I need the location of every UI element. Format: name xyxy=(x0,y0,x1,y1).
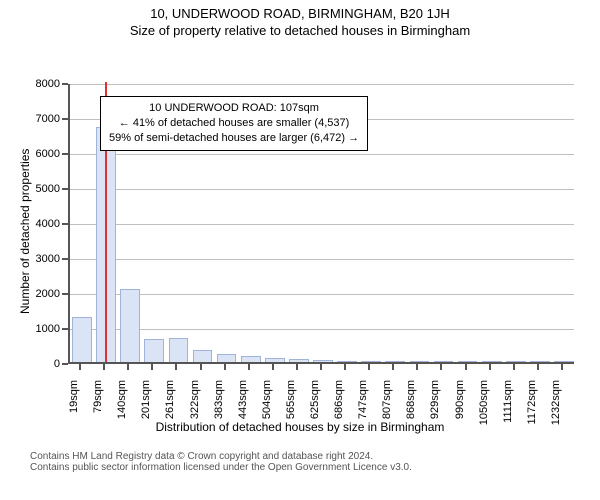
x-tick xyxy=(175,364,177,370)
x-tick-label: 1111sqm xyxy=(502,380,514,430)
footer-line-1: Contains HM Land Registry data © Crown c… xyxy=(0,443,600,462)
bar xyxy=(482,361,502,362)
y-tick xyxy=(62,153,68,155)
bar xyxy=(530,361,550,362)
x-tick-label: 686sqm xyxy=(333,380,345,430)
bar xyxy=(385,361,405,362)
page-title-address: 10, UNDERWOOD ROAD, BIRMINGHAM, B20 1JH xyxy=(0,0,600,21)
footer-line-2: Contains public sector information licen… xyxy=(0,462,600,473)
bar xyxy=(144,339,164,362)
info-line-1: 10 UNDERWOOD ROAD: 107sqm xyxy=(109,101,359,116)
x-tick xyxy=(465,364,467,370)
x-tick xyxy=(224,364,226,370)
gridline xyxy=(70,294,574,295)
x-tick-label: 625sqm xyxy=(309,380,321,430)
x-tick-label: 443sqm xyxy=(237,380,249,430)
gridline xyxy=(70,84,574,85)
y-tick-label: 3000 xyxy=(26,253,60,265)
x-tick xyxy=(513,364,515,370)
bar xyxy=(193,350,213,362)
bar xyxy=(169,338,189,362)
x-tick xyxy=(489,364,491,370)
y-tick-label: 4000 xyxy=(26,218,60,230)
x-tick xyxy=(151,364,153,370)
x-tick xyxy=(320,364,322,370)
info-line-2: ← 41% of detached houses are smaller (4,… xyxy=(109,116,359,131)
y-tick xyxy=(62,293,68,295)
x-tick-label: 1050sqm xyxy=(478,380,490,430)
y-tick xyxy=(62,118,68,120)
y-tick-label: 8000 xyxy=(26,78,60,90)
x-tick-label: 140sqm xyxy=(116,380,128,430)
x-tick-label: 79sqm xyxy=(92,380,104,430)
bar xyxy=(554,361,574,362)
x-tick-label: 19sqm xyxy=(68,380,80,430)
x-tick-label: 504sqm xyxy=(261,380,273,430)
page-subtitle: Size of property relative to detached ho… xyxy=(0,21,600,38)
bar xyxy=(265,358,285,362)
x-tick xyxy=(296,364,298,370)
x-tick-label: 929sqm xyxy=(429,380,441,430)
x-tick-label: 990sqm xyxy=(454,380,466,430)
y-tick-label: 5000 xyxy=(26,183,60,195)
gridline xyxy=(70,259,574,260)
bar xyxy=(410,361,430,362)
gridline xyxy=(70,189,574,190)
x-tick-label: 1232sqm xyxy=(550,380,562,430)
x-tick-label: 868sqm xyxy=(405,380,417,430)
bar xyxy=(337,361,357,362)
x-tick xyxy=(344,364,346,370)
x-tick xyxy=(392,364,394,370)
x-tick xyxy=(416,364,418,370)
x-tick-label: 201sqm xyxy=(140,380,152,430)
y-tick-label: 6000 xyxy=(26,148,60,160)
y-tick-label: 2000 xyxy=(26,288,60,300)
bar xyxy=(506,361,526,362)
bar xyxy=(289,359,309,362)
y-tick xyxy=(62,258,68,260)
y-tick xyxy=(62,188,68,190)
x-tick xyxy=(200,364,202,370)
chart-container: Number of detached properties Distributi… xyxy=(0,38,600,443)
x-tick xyxy=(248,364,250,370)
bar xyxy=(120,289,140,362)
bar xyxy=(72,317,92,363)
y-tick xyxy=(62,223,68,225)
x-tick-label: 383sqm xyxy=(213,380,225,430)
bar xyxy=(458,361,478,362)
x-tick-label: 565sqm xyxy=(285,380,297,430)
x-tick xyxy=(561,364,563,370)
y-tick-label: 1000 xyxy=(26,323,60,335)
y-tick-label: 7000 xyxy=(26,113,60,125)
bar xyxy=(313,360,333,362)
x-tick xyxy=(127,364,129,370)
x-tick-label: 747sqm xyxy=(357,380,369,430)
x-tick xyxy=(537,364,539,370)
gridline xyxy=(70,329,574,330)
bar xyxy=(217,354,237,362)
y-tick xyxy=(62,328,68,330)
bar xyxy=(361,361,381,362)
x-tick xyxy=(79,364,81,370)
x-tick xyxy=(368,364,370,370)
x-tick-label: 322sqm xyxy=(189,380,201,430)
y-tick xyxy=(62,83,68,85)
x-tick-label: 261sqm xyxy=(164,380,176,430)
x-tick xyxy=(272,364,274,370)
x-tick xyxy=(440,364,442,370)
y-tick-label: 0 xyxy=(26,358,60,370)
y-tick xyxy=(62,363,68,365)
x-tick-label: 1172sqm xyxy=(526,380,538,430)
x-tick xyxy=(103,364,105,370)
bar xyxy=(434,361,454,362)
info-box: 10 UNDERWOOD ROAD: 107sqm ← 41% of detac… xyxy=(100,96,368,151)
gridline xyxy=(70,224,574,225)
x-tick-label: 807sqm xyxy=(381,380,393,430)
bar xyxy=(241,356,261,362)
gridline xyxy=(70,154,574,155)
info-line-3: 59% of semi-detached houses are larger (… xyxy=(109,131,359,146)
